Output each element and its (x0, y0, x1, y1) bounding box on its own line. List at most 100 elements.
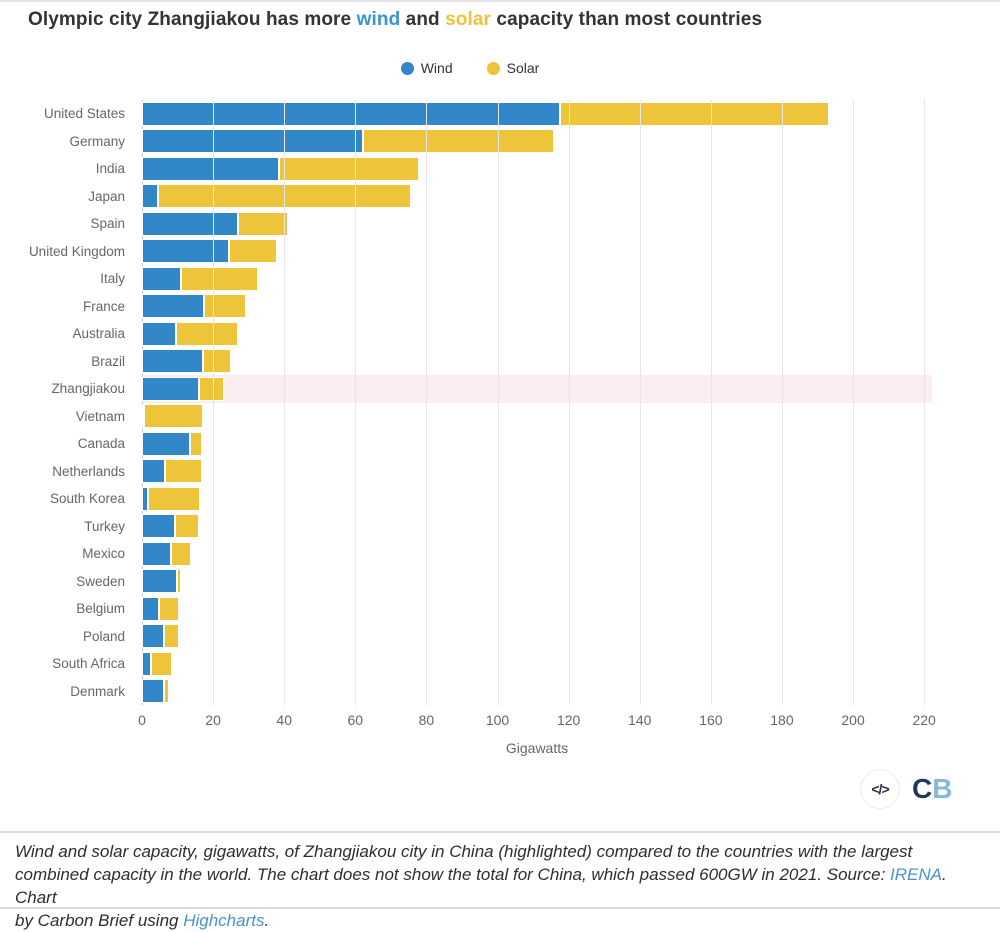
irena-link[interactable]: IRENA (890, 865, 943, 884)
code-icon: </> (871, 781, 889, 797)
wind-bar-segment[interactable] (142, 239, 230, 264)
bar-row-brazil (142, 349, 232, 374)
wind-bar-segment[interactable] (142, 294, 205, 319)
solar-bar-segment[interactable] (190, 431, 203, 456)
wind-bar-segment[interactable] (142, 596, 159, 621)
category-label-zhangjiakou: Zhangjiakou (51, 381, 125, 396)
solar-bar-segment[interactable] (180, 266, 258, 291)
wind-bar-segment[interactable] (142, 349, 204, 374)
solar-bar-segment[interactable] (229, 239, 278, 264)
gridline-60 (355, 100, 357, 705)
legend: Wind Solar (0, 60, 940, 76)
category-label-south-korea: South Korea (49, 491, 125, 506)
solar-bar-segment[interactable] (176, 569, 181, 594)
category-label-india: India (95, 161, 125, 176)
category-label-denmark: Denmark (70, 683, 125, 699)
gridline-0 (142, 100, 143, 705)
bar-row-spain (142, 211, 289, 236)
category-label-belgium: Belgium (76, 601, 125, 616)
category-label-united-kingdom: United Kingdom (28, 243, 125, 259)
category-label-germany: Germany (69, 133, 125, 149)
caption-line3-tail: . (264, 911, 270, 930)
solar-bar-segment[interactable] (198, 376, 224, 401)
wind-bar-segment[interactable] (142, 321, 176, 346)
wind-bar-segment[interactable] (142, 431, 191, 456)
x-axis-tick-label: 120 (556, 712, 581, 728)
bar-row-united-kingdom (142, 239, 278, 264)
solar-bar-segment[interactable] (151, 651, 173, 676)
solar-bar-segment[interactable] (560, 101, 830, 126)
bar-row-turkey (142, 514, 199, 539)
solar-bar-segment[interactable] (238, 211, 289, 236)
caption-line-1: Wind and solar capacity, gigawatts, of Z… (15, 842, 913, 861)
carbon-brief-logo[interactable]: CB (912, 773, 952, 805)
solar-bar-segment[interactable] (363, 129, 555, 154)
legend-wind-label: Wind (420, 60, 453, 76)
gridline-220 (924, 100, 926, 705)
wind-bar-segment[interactable] (142, 184, 158, 209)
bar-row-belgium (142, 596, 179, 621)
plot-area (142, 100, 932, 705)
solar-bar-segment[interactable] (164, 624, 179, 649)
solar-bar-segment[interactable] (158, 596, 179, 621)
legend-item-solar[interactable]: Solar (486, 60, 539, 76)
bar-row-united-states (142, 101, 830, 126)
solar-bar-segment[interactable] (175, 321, 239, 346)
legend-item-wind[interactable]: Wind (400, 60, 453, 76)
cb-logo-b: B (932, 773, 953, 804)
category-label-france: France (82, 298, 125, 314)
wind-bar-segment[interactable] (142, 101, 561, 126)
highcharts-link[interactable]: Highcharts (183, 911, 265, 930)
solar-bar-segment[interactable] (170, 541, 191, 566)
solar-bar-segment[interactable] (147, 486, 200, 511)
gridline-40 (284, 100, 286, 705)
bar-row-vietnam (142, 404, 204, 429)
title-part2: and (400, 9, 446, 30)
gridline-100 (497, 100, 499, 705)
solar-legend-marker-icon (486, 61, 500, 75)
solar-bar-segment[interactable] (175, 514, 199, 539)
category-label-united-states: United States (43, 106, 125, 121)
bar-row-france (142, 294, 246, 319)
x-axis-tick-label: 200 (841, 712, 865, 728)
gridline-140 (639, 100, 641, 705)
branding: </> CB (860, 769, 952, 809)
wind-bar-segment[interactable] (142, 651, 152, 676)
wind-bar-segment[interactable] (142, 129, 364, 154)
category-label-turkey: Turkey (84, 518, 125, 534)
bar-row-south-africa (142, 651, 173, 676)
wind-bar-segment[interactable] (142, 459, 166, 484)
solar-bar-segment[interactable] (279, 156, 419, 181)
solar-bar-segment[interactable] (144, 404, 204, 429)
category-label-mexico: Mexico (82, 546, 125, 561)
wind-bar-segment[interactable] (142, 404, 145, 429)
bar-row-south-korea (142, 486, 200, 511)
wind-bar-segment[interactable] (142, 679, 165, 704)
gridline-160 (710, 100, 712, 705)
wind-bar-segment[interactable] (142, 486, 148, 511)
title-solar-word: solar (445, 9, 492, 30)
caption-line2-tail: . Chart (15, 865, 947, 907)
solar-bar-segment[interactable] (203, 349, 232, 374)
category-label-vietnam: Vietnam (75, 408, 125, 424)
wind-bar-segment[interactable] (142, 514, 176, 539)
x-axis-tick-label: 0 (138, 712, 146, 728)
wind-bar-segment[interactable] (142, 624, 165, 649)
wind-bar-segment[interactable] (142, 569, 177, 594)
wind-bar-segment[interactable] (142, 376, 199, 401)
x-axis-tick-label: 100 (485, 712, 510, 728)
wind-bar-segment[interactable] (142, 156, 280, 181)
category-label-italy: Italy (100, 271, 125, 286)
wind-bar-segment[interactable] (142, 541, 171, 566)
title-part1: Olympic city Zhangjiakou has more (28, 9, 357, 30)
wind-bar-segment[interactable] (142, 211, 239, 236)
solar-bar-segment[interactable] (165, 459, 202, 484)
solar-bar-segment[interactable] (204, 294, 246, 319)
category-label-brazil: Brazil (91, 353, 125, 369)
embed-code-button[interactable]: </> (860, 769, 900, 809)
category-label-japan: Japan (88, 188, 125, 204)
solar-bar-segment[interactable] (164, 679, 169, 704)
gridline-200 (853, 100, 855, 705)
wind-bar-segment[interactable] (142, 266, 181, 291)
x-axis-tick-label: 80 (418, 712, 435, 728)
